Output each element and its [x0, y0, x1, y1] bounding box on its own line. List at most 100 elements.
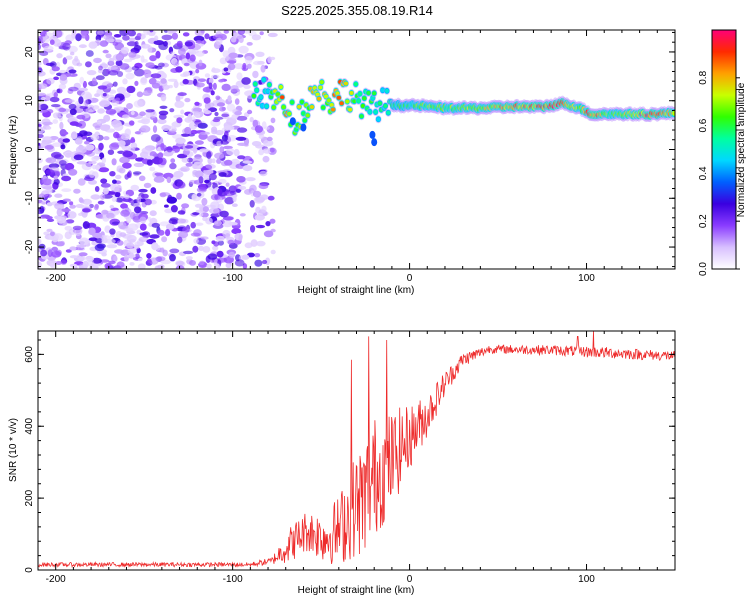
noise-cell: [223, 30, 229, 34]
noise-cell: [97, 108, 105, 114]
noise-cell: [207, 253, 218, 260]
noise-cell: [243, 84, 251, 89]
signal-core-cell: [299, 100, 305, 104]
noise-cell: [185, 162, 193, 167]
noise-cell: [88, 170, 96, 179]
noise-cell: [116, 71, 124, 77]
noise-cell: [177, 92, 187, 96]
noise-cell: [167, 194, 173, 203]
noise-cell: [154, 35, 159, 41]
signal-core-cell: [343, 81, 349, 86]
noise-cell: [198, 260, 205, 266]
noise-cell: [170, 205, 178, 213]
noise-cell: [198, 176, 204, 184]
noise-cell: [202, 206, 209, 213]
noise-cell: [114, 249, 125, 254]
noise-cell: [125, 228, 131, 233]
noise-cell: [169, 248, 180, 254]
noise-cell: [193, 238, 199, 244]
noise-cell: [46, 202, 53, 207]
noise-cell: [52, 119, 59, 124]
noise-cell: [149, 30, 154, 33]
noise-cell: [157, 118, 167, 125]
noise-cell: [101, 252, 107, 257]
noise-cell: [211, 74, 220, 79]
noise-cell: [204, 179, 210, 184]
noise-cell: [62, 42, 71, 51]
noise-cell: [263, 139, 274, 147]
noise-cell: [53, 175, 59, 180]
noise-cell: [218, 178, 227, 184]
noise-cell: [217, 240, 224, 246]
noise-cell: [163, 151, 174, 157]
noise-cell: [194, 101, 200, 106]
snr-x-tick-label: 0: [407, 574, 413, 585]
noise-cell: [212, 245, 219, 251]
signal-core-cell: [353, 82, 358, 87]
noise-cell: [176, 181, 186, 189]
noise-cell: [120, 156, 130, 162]
noise-cell: [136, 91, 144, 98]
noise-cell: [141, 116, 151, 122]
noise-cell: [68, 103, 77, 110]
noise-cell: [175, 95, 181, 103]
noise-cell: [227, 95, 232, 102]
noise-cell: [201, 197, 208, 206]
noise-cell: [120, 203, 128, 209]
noise-cell: [157, 264, 165, 269]
noise-cell: [145, 155, 155, 160]
noise-cell: [88, 179, 97, 185]
noise-cell: [58, 160, 67, 166]
noise-cell: [53, 76, 59, 81]
noise-cell: [254, 253, 261, 258]
signal-core-cell: [366, 90, 371, 95]
noise-cell: [219, 146, 225, 154]
noise-cell: [55, 261, 62, 265]
signal-core-cell: [281, 105, 286, 110]
noise-cell: [59, 74, 68, 81]
noise-cell: [251, 34, 262, 41]
noise-cell: [181, 157, 190, 163]
noise-cell: [262, 259, 268, 265]
noise-cell: [140, 124, 150, 132]
noise-cell: [194, 120, 202, 125]
noise-cell: [53, 178, 60, 186]
noise-cell: [182, 78, 189, 85]
noise-cell: [51, 246, 58, 252]
signal-core-cell: [321, 105, 326, 110]
noise-cell: [211, 240, 216, 245]
snr-x-axis-label: Height of straight line (km): [298, 585, 415, 596]
noise-cell: [149, 55, 157, 62]
noise-cell: [106, 244, 118, 249]
signal-core-cell: [278, 85, 283, 89]
noise-cell: [143, 30, 150, 36]
noise-cell: [235, 136, 247, 141]
noise-cell: [116, 86, 127, 94]
noise-cell: [44, 145, 54, 150]
noise-cell: [105, 53, 112, 59]
noise-cell: [69, 201, 74, 206]
noise-cell: [241, 77, 251, 85]
noise-cell: [192, 212, 200, 216]
noise-cell: [184, 41, 193, 47]
noise-cell: [213, 220, 222, 227]
noise-cell: [38, 199, 43, 204]
noise-cell: [227, 46, 236, 55]
noise-cell: [105, 238, 116, 244]
noise-cell: [149, 257, 159, 265]
signal-core-cell: [356, 98, 361, 103]
noise-cell: [65, 162, 75, 171]
noise-cell: [114, 191, 121, 198]
noise-cell: [157, 229, 165, 236]
noise-cell: [49, 231, 55, 237]
noise-cell: [210, 201, 220, 210]
noise-cell: [218, 79, 225, 83]
noise-cell: [88, 237, 98, 242]
noise-cell: [129, 262, 135, 266]
noise-cell: [93, 57, 102, 64]
noise-cell: [249, 200, 255, 208]
noise-cell: [82, 260, 89, 269]
noise-cell: [199, 131, 210, 135]
snr-y-tick-label: 400: [24, 417, 35, 434]
